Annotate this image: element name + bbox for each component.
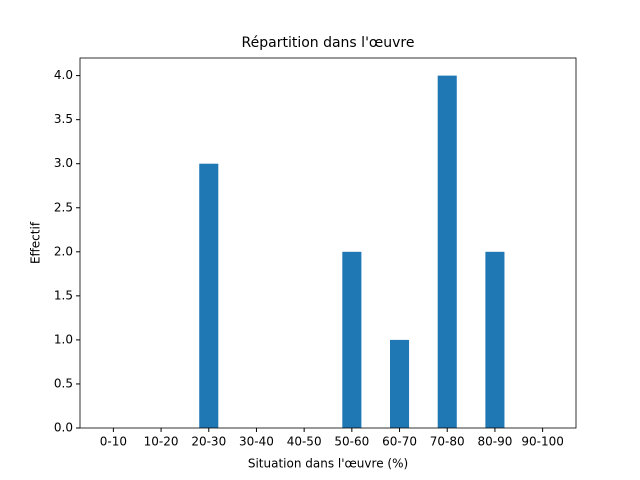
x-tick-label: 30-40 xyxy=(239,435,274,449)
x-tick-label: 70-80 xyxy=(430,435,465,449)
y-tick-label: 3.5 xyxy=(54,112,73,126)
y-tick-label: 4.0 xyxy=(54,68,73,82)
axes-frame xyxy=(79,57,577,429)
x-tick-label: 50-60 xyxy=(334,435,369,449)
y-tick-label: 2.0 xyxy=(54,244,73,258)
x-tick-label: 10-20 xyxy=(144,435,179,449)
x-tick-label: 80-90 xyxy=(477,435,512,449)
x-tick-label: 0-10 xyxy=(100,435,127,449)
x-axis-label: Situation dans l'œuvre (%) xyxy=(248,457,408,471)
bar xyxy=(342,251,362,428)
y-axis-label: Effectif xyxy=(29,221,43,264)
bar xyxy=(199,163,219,428)
x-tick-label: 60-70 xyxy=(382,435,417,449)
y-tick-label: 0.5 xyxy=(54,376,73,390)
bar xyxy=(485,251,505,428)
y-tick-label: 1.0 xyxy=(54,332,73,346)
y-tick-label: 1.5 xyxy=(54,288,73,302)
chart-title: Répartition dans l'œuvre xyxy=(242,35,415,51)
y-tick-label: 2.5 xyxy=(54,200,73,214)
bar xyxy=(390,339,410,428)
bar xyxy=(437,75,457,428)
x-tick-label: 20-30 xyxy=(191,435,226,449)
y-tick-label: 3.0 xyxy=(54,156,73,170)
x-tick-label: 40-50 xyxy=(287,435,322,449)
x-tick-label: 90-100 xyxy=(521,435,564,449)
y-tick-label: 0.0 xyxy=(54,421,73,435)
